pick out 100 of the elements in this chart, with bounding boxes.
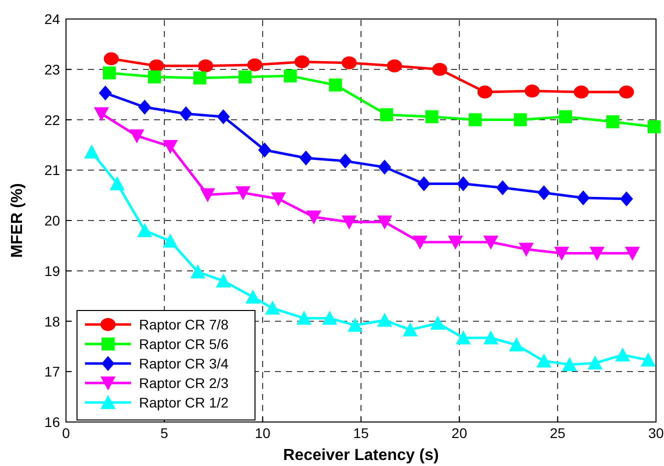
y-tick-label: 23 [44,61,60,78]
point [258,142,272,158]
point [483,330,498,344]
point [468,113,482,126]
y-tick-label: 21 [44,162,60,178]
point [590,246,604,261]
point [216,109,230,124]
x-tick-label: 5 [160,425,168,441]
legend-label: Raptor CR 7/8 [139,316,229,332]
point [247,58,262,72]
x-tick-label: 0 [62,425,70,441]
point [284,69,297,82]
point [377,312,392,327]
point [162,234,178,248]
point [648,120,661,134]
y-axis-title: MFER (%) [9,183,26,258]
point [412,236,428,250]
point [322,310,338,325]
point [417,176,430,192]
point [574,86,589,99]
y-tick-label: 20 [44,212,60,228]
y-tick-label: 18 [44,313,60,330]
point [148,59,164,72]
point [554,246,570,261]
point [84,144,100,158]
point [640,352,656,367]
point [179,106,192,122]
point [193,71,206,84]
point [536,354,552,368]
point [432,62,448,76]
point [477,86,492,99]
point [606,115,620,128]
x-tick-label: 10 [254,425,271,441]
point [138,100,152,115]
point [342,56,357,70]
x-axis-title: Receiver Latency (s) [283,447,439,464]
point [624,246,640,261]
point [562,357,577,372]
point [377,216,392,230]
point [615,348,630,362]
y-tick-label: 16 [44,414,60,430]
point [299,150,312,166]
point [110,176,125,190]
point [537,185,550,200]
point [342,216,357,230]
point [270,192,286,206]
y-tick-label: 22 [44,112,60,128]
point [576,190,590,206]
point [425,110,438,124]
y-tick-label: 19 [44,262,60,279]
point [619,86,634,99]
point [296,310,312,325]
point [148,70,161,84]
point [294,55,310,68]
point [129,129,144,144]
point [198,59,214,72]
point [162,140,178,154]
legend-label: Raptor CR 2/3 [139,375,229,391]
x-tick-label: 20 [452,425,468,441]
point [338,154,352,169]
point [216,273,231,288]
point [402,322,418,336]
point [200,188,216,202]
legend-label: Raptor CR 3/4 [139,356,229,372]
point [236,186,250,200]
point [483,236,498,250]
point [430,316,446,330]
x-tick-label: 30 [648,425,664,441]
point [245,290,260,304]
point [456,330,471,344]
point [102,66,116,80]
point [508,337,524,352]
point [386,59,402,72]
point [265,300,280,315]
point [620,191,633,206]
point [524,84,540,98]
y-tick-label: 24 [44,11,60,27]
point [514,113,527,126]
point [104,52,119,66]
point [448,236,463,250]
point [456,176,470,192]
point [588,356,603,370]
point [518,242,534,257]
point [496,180,510,196]
point [190,264,206,278]
point [380,108,394,122]
x-tick-label: 25 [550,425,566,441]
point [306,210,322,224]
point [348,318,363,332]
point [137,223,152,238]
x-tick-label: 15 [353,425,369,441]
legend-label: Raptor CR 5/6 [139,336,229,352]
point [378,160,392,175]
point [328,78,342,92]
point [98,86,112,101]
point [238,70,252,84]
point [559,110,572,124]
point [94,107,109,122]
y-tick-label: 17 [44,364,60,380]
legend-label: Raptor CR 1/2 [139,394,229,410]
